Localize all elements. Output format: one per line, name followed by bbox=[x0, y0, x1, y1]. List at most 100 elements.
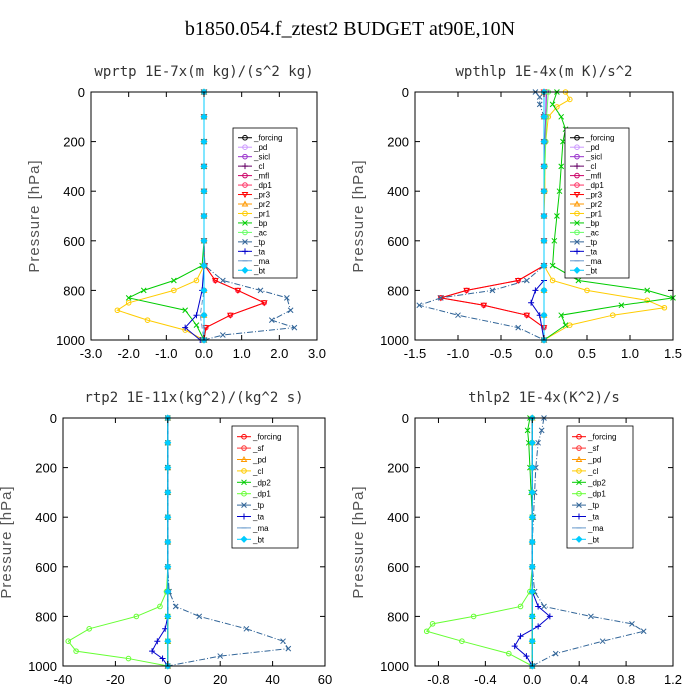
legend: _forcing_pd_sicl_cl_mfl_dp1_pr3_pr2_pr1_… bbox=[232, 127, 298, 279]
legend-marker bbox=[574, 134, 580, 141]
x-tick-label: 0.5 bbox=[578, 346, 596, 361]
y-tick-label: 200 bbox=[63, 135, 85, 150]
data-point bbox=[284, 294, 290, 301]
y-tick-label: 0 bbox=[402, 411, 409, 426]
legend-marker bbox=[242, 210, 248, 217]
series-line bbox=[425, 418, 533, 667]
series-dp1 bbox=[423, 415, 536, 669]
data-point bbox=[556, 188, 563, 195]
y-tick-label: 0 bbox=[50, 411, 57, 426]
data-point bbox=[540, 187, 548, 195]
legend-label: _pd bbox=[585, 143, 599, 152]
data-point bbox=[528, 612, 536, 620]
legend-marker bbox=[574, 172, 580, 179]
data-point bbox=[234, 287, 242, 294]
data-point bbox=[459, 638, 465, 645]
y-axis-label: Pressure [hPa] bbox=[26, 159, 43, 272]
legend-marker bbox=[574, 248, 580, 255]
legend-label: _ma bbox=[585, 257, 602, 266]
legend-label: _dp1 bbox=[585, 181, 604, 190]
legend-marker bbox=[576, 502, 582, 508]
data-point bbox=[164, 488, 172, 496]
data-point bbox=[125, 655, 132, 662]
legend-marker bbox=[242, 163, 248, 170]
x-tick-label: -0.5 bbox=[490, 346, 512, 361]
data-point bbox=[193, 277, 200, 284]
series-line bbox=[127, 92, 205, 341]
y-tick-label: 0 bbox=[78, 85, 85, 100]
data-point bbox=[610, 312, 616, 319]
legend-label: _tp bbox=[585, 238, 598, 247]
data-point bbox=[540, 311, 548, 319]
legend-label: _tp bbox=[587, 501, 600, 510]
series-dp1 bbox=[438, 89, 547, 343]
legend-marker bbox=[576, 433, 582, 440]
panel-title: thlp2 1E-4x(K^2)/s bbox=[468, 390, 620, 406]
x-tick-label: 1.2 bbox=[664, 672, 682, 687]
panel-1: wprtp 1E-7x(m kg)/(s^2 kg) Pressure [hPa]… bbox=[26, 64, 326, 361]
legend-label: _ac bbox=[585, 228, 599, 237]
figure-title: b1850.054.f_ztest2 BUDGET at90E,10N bbox=[184, 18, 516, 40]
data-point bbox=[287, 307, 294, 314]
data-point bbox=[202, 325, 210, 332]
legend-label: _pd bbox=[253, 143, 267, 152]
legend-label: _bt bbox=[587, 535, 600, 544]
x-tick-label: -2.0 bbox=[117, 346, 139, 361]
legend-label: _forcing bbox=[252, 433, 281, 442]
y-tick-label: 600 bbox=[387, 234, 409, 249]
legend-marker bbox=[575, 535, 583, 543]
legend: _forcing_pd_sicl_cl_mfl_dp1_pr3_pr2_pr1_… bbox=[564, 127, 630, 279]
data-point bbox=[65, 638, 72, 645]
panel-4: thlp2 1E-4x(K^2)/s Pressure [hPa] 0 200 400 6… bbox=[350, 390, 682, 687]
data-point bbox=[172, 603, 179, 610]
x-tick-label: 1.0 bbox=[233, 346, 251, 361]
legend-label: _pr1 bbox=[585, 209, 603, 218]
legend-label: _tp bbox=[253, 238, 266, 247]
legend-label: _bp bbox=[585, 219, 600, 228]
data-point bbox=[164, 563, 172, 571]
data-point bbox=[528, 588, 536, 596]
y-tick-label: 600 bbox=[63, 234, 85, 249]
legend-marker bbox=[576, 468, 582, 474]
data-point bbox=[644, 287, 651, 294]
legend-marker bbox=[241, 266, 249, 274]
data-point bbox=[133, 613, 140, 620]
legend-marker bbox=[574, 220, 580, 226]
legend-label: _pr3 bbox=[585, 191, 603, 200]
data-point bbox=[149, 648, 156, 655]
data-point bbox=[455, 312, 461, 319]
data-point bbox=[567, 322, 573, 328]
legend-marker bbox=[240, 535, 248, 543]
series-line bbox=[67, 418, 169, 667]
data-point bbox=[540, 237, 548, 245]
data-point bbox=[528, 637, 536, 645]
legend-marker bbox=[240, 455, 248, 462]
legend-marker bbox=[576, 445, 582, 451]
data-point bbox=[562, 322, 569, 328]
data-point bbox=[243, 625, 250, 632]
data-point bbox=[523, 653, 530, 660]
data-point bbox=[200, 262, 208, 270]
y-tick-label: 400 bbox=[387, 510, 409, 525]
data-point bbox=[511, 643, 518, 650]
data-point bbox=[164, 637, 172, 645]
y-tick-label: 400 bbox=[63, 184, 85, 199]
x-tick-label: 2.0 bbox=[270, 346, 288, 361]
data-point bbox=[599, 638, 606, 645]
legend-label: _ta bbox=[253, 247, 266, 256]
legend-label: _mfl bbox=[585, 172, 601, 181]
data-point bbox=[114, 307, 121, 314]
legend-label: _pr1 bbox=[253, 209, 271, 218]
legend-label: _ac bbox=[253, 228, 267, 237]
legend-label: _mfl bbox=[253, 172, 269, 181]
y-tick-label: 200 bbox=[35, 461, 57, 476]
legend-marker bbox=[242, 182, 248, 188]
legend-marker bbox=[574, 239, 580, 245]
data-point bbox=[549, 262, 556, 269]
legend: _forcing _sf _pd _cl _dp2 _dp1 _tp _ta _ma _bt bbox=[231, 425, 299, 549]
legend-label: _pd bbox=[587, 456, 601, 465]
legend-marker bbox=[242, 153, 248, 160]
legend-label: _forcing bbox=[585, 134, 614, 143]
data-point bbox=[125, 294, 132, 301]
